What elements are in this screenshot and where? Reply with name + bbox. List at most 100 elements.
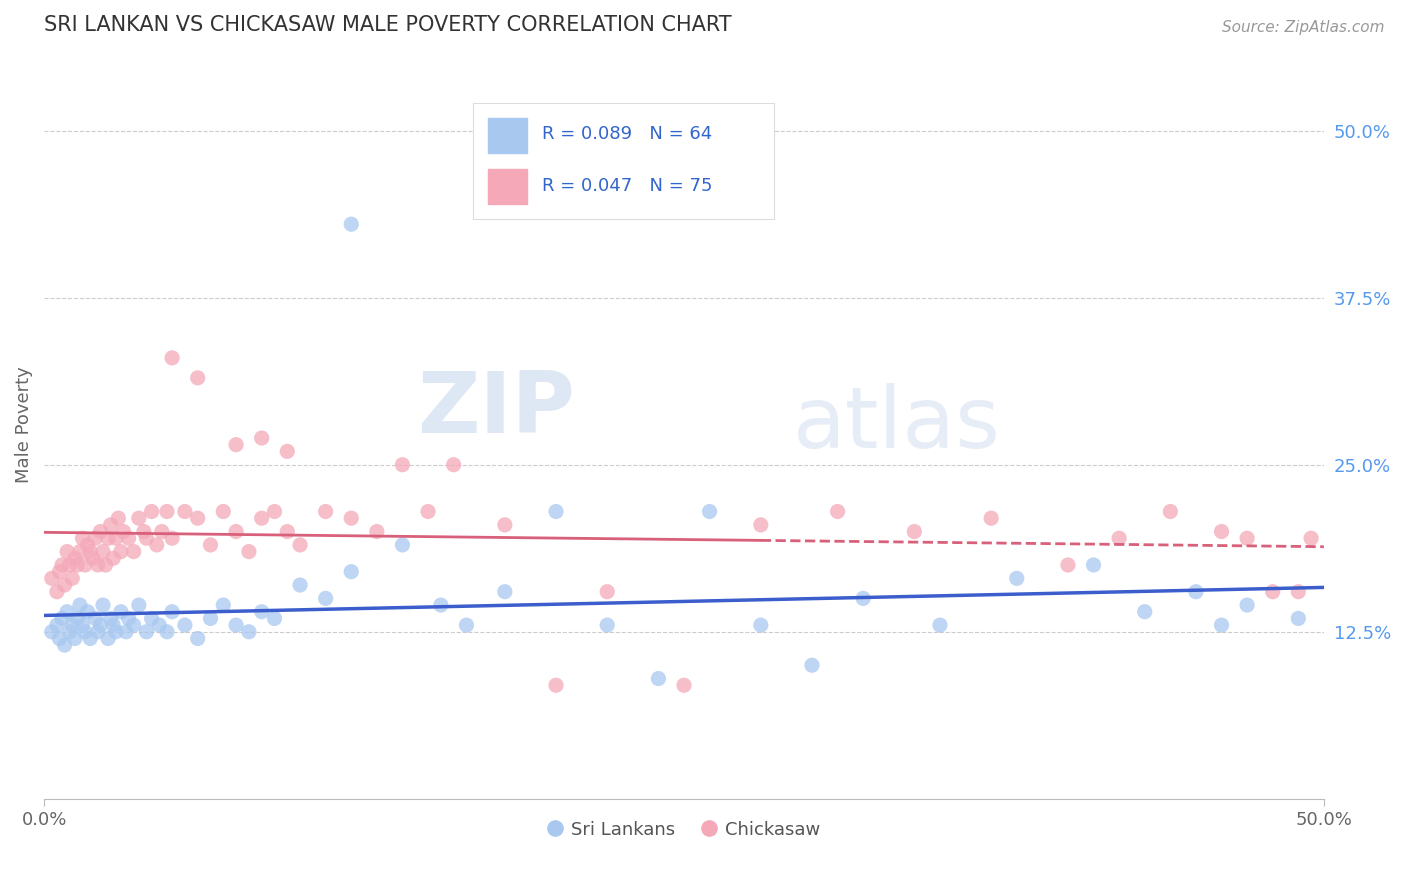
Point [416,504,439,518]
Point [494,584,516,599]
Point [48,632,70,646]
Point [107,511,129,525]
Point [72,531,94,545]
Point [122,544,145,558]
Point [128,511,150,525]
Point [103,551,125,566]
Point [238,624,260,639]
Point [225,438,247,452]
Point [128,598,150,612]
Point [117,531,139,545]
Point [276,524,298,539]
Point [97,632,120,646]
Point [544,678,567,692]
Point [200,538,222,552]
Point [122,618,145,632]
Point [801,658,824,673]
Point [1261,584,1284,599]
Point [51,558,73,572]
Point [115,624,138,639]
Point [1083,558,1105,572]
Point [75,624,97,639]
Point [250,511,273,525]
Point [82,551,104,566]
Point [1005,571,1028,585]
Point [391,538,413,552]
Point [72,618,94,632]
Point [315,504,337,518]
Point [456,618,478,632]
Point [1108,531,1130,545]
Point [141,611,163,625]
Point [391,458,413,472]
Point [104,531,127,545]
Point [852,591,875,606]
Point [87,558,110,572]
Point [596,618,619,632]
Point [1236,531,1258,545]
Point [156,624,179,639]
Point [160,531,183,545]
Point [66,558,89,572]
Point [749,517,772,532]
Point [94,558,117,572]
Point [75,558,97,572]
Point [41,624,63,639]
Point [288,538,311,552]
Point [56,605,79,619]
Text: ZIP: ZIP [418,368,575,451]
Point [63,551,86,566]
Point [443,458,465,472]
Point [84,531,107,545]
Point [48,565,70,579]
Point [45,618,67,632]
Point [1185,584,1208,599]
Point [225,618,247,632]
Point [100,517,122,532]
Point [79,632,101,646]
Point [596,584,619,599]
Point [103,618,125,632]
Point [340,565,363,579]
Point [45,584,67,599]
Point [100,611,122,625]
Point [145,538,167,552]
Point [980,511,1002,525]
Point [135,624,157,639]
Point [238,544,260,558]
Point [187,632,209,646]
Point [340,217,363,231]
Point [148,618,170,632]
Point [250,431,273,445]
Point [1211,618,1233,632]
Point [276,444,298,458]
Point [117,611,139,625]
Point [225,524,247,539]
Point [187,511,209,525]
Point [66,611,89,625]
Point [89,524,111,539]
Point [1236,598,1258,612]
Point [76,605,98,619]
Point [929,618,952,632]
Point [160,351,183,365]
Point [173,504,195,518]
Point [53,578,76,592]
Point [132,524,155,539]
Point [59,558,82,572]
Point [110,605,132,619]
Point [1286,584,1309,599]
Point [672,678,695,692]
Point [903,524,925,539]
Point [187,371,209,385]
Point [97,531,120,545]
Point [53,638,76,652]
Point [288,578,311,592]
Point [263,611,285,625]
Point [135,531,157,545]
Point [494,517,516,532]
Point [60,618,83,632]
Point [315,591,337,606]
Point [212,598,235,612]
Point [160,605,183,619]
